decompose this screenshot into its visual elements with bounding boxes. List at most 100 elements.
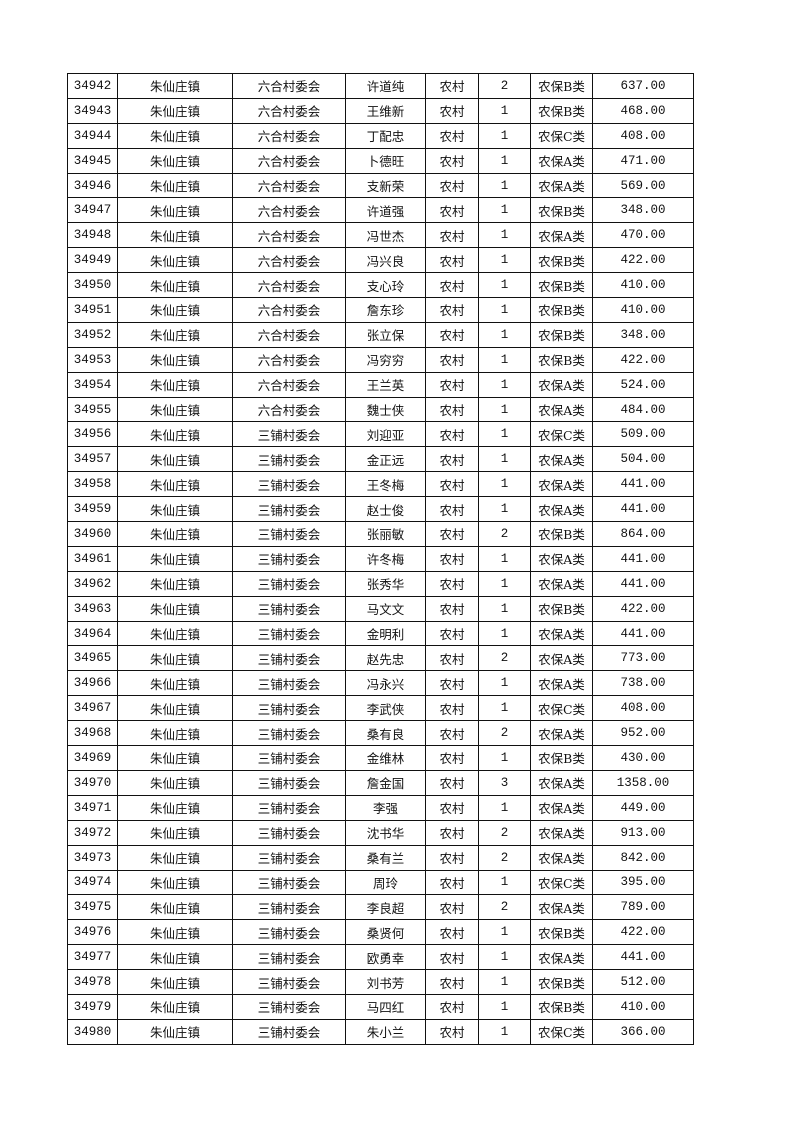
cell-town: 朱仙庄镇 [117,172,233,199]
cell-town: 朱仙庄镇 [117,620,233,647]
table-row: 34960 朱仙庄镇 三铺村委会 张丽敏 农村 2 农保B类 864.00 [67,521,694,547]
table-row: 34961 朱仙庄镇 三铺村委会 许冬梅 农村 1 农保A类 441.00 [67,545,694,572]
cell-type: 农村 [425,645,479,672]
cell-name: 王兰英 [345,371,426,398]
cell-village: 三铺村委会 [232,1018,346,1045]
cell-category: 农保A类 [530,471,593,498]
table-row: 34965 朱仙庄镇 三铺村委会 赵先忠 农村 2 农保A类 773.00 [67,645,694,672]
table-row: 34978 朱仙庄镇 三铺村委会 刘书芳 农村 1 农保B类 512.00 [67,969,694,995]
cell-count: 1 [478,1018,531,1045]
cell-id: 34949 [67,247,118,274]
cell-town: 朱仙庄镇 [117,97,233,124]
cell-category: 农保A类 [530,545,593,572]
cell-town: 朱仙庄镇 [117,321,233,348]
cell-amount: 468.00 [592,97,694,124]
cell-type: 农村 [425,421,479,448]
cell-town: 朱仙庄镇 [117,73,233,99]
cell-name: 詹东珍 [345,297,426,323]
cell-type: 农村 [425,869,479,896]
cell-amount: 524.00 [592,371,694,398]
cell-town: 朱仙庄镇 [117,769,233,796]
cell-village: 三铺村委会 [232,446,346,473]
cell-name: 张丽敏 [345,521,426,547]
cell-amount: 509.00 [592,421,694,448]
cell-town: 朱仙庄镇 [117,545,233,572]
cell-count: 1 [478,147,531,174]
cell-village: 六合村委会 [232,371,346,398]
cell-name: 冯永兴 [345,670,426,697]
cell-id: 34951 [67,297,118,323]
cell-name: 许冬梅 [345,545,426,572]
cell-amount: 789.00 [592,894,694,921]
cell-name: 朱小兰 [345,1018,426,1045]
cell-name: 丁配忠 [345,122,426,149]
cell-amount: 395.00 [592,869,694,896]
cell-village: 六合村委会 [232,122,346,149]
cell-id: 34971 [67,794,118,821]
cell-id: 34962 [67,570,118,597]
cell-category: 农保B类 [530,97,593,124]
cell-village: 六合村委会 [232,297,346,323]
cell-type: 农村 [425,993,479,1020]
cell-amount: 422.00 [592,346,694,373]
cell-count: 1 [478,471,531,498]
cell-name: 赵士俊 [345,496,426,523]
table-row: 34967 朱仙庄镇 三铺村委会 李武侠 农村 1 农保C类 408.00 [67,695,694,722]
cell-town: 朱仙庄镇 [117,147,233,174]
cell-type: 农村 [425,496,479,523]
cell-count: 2 [478,844,531,871]
cell-type: 农村 [425,471,479,498]
cell-category: 农保A类 [530,446,593,473]
cell-category: 农保A类 [530,844,593,871]
cell-amount: 913.00 [592,819,694,846]
cell-town: 朱仙庄镇 [117,272,233,299]
cell-amount: 470.00 [592,222,694,249]
cell-category: 农保A类 [530,769,593,796]
cell-type: 农村 [425,620,479,647]
cell-name: 支新荣 [345,172,426,199]
table-row: 34943 朱仙庄镇 六合村委会 王维新 农村 1 农保B类 468.00 [67,97,694,124]
cell-category: 农保A类 [530,944,593,971]
cell-count: 1 [478,122,531,149]
cell-category: 农保A类 [530,396,593,423]
cell-type: 农村 [425,272,479,299]
cell-id: 34956 [67,421,118,448]
cell-amount: 366.00 [592,1018,694,1045]
cell-id: 34954 [67,371,118,398]
table-row: 34954 朱仙庄镇 六合村委会 王兰英 农村 1 农保A类 524.00 [67,371,694,398]
cell-village: 三铺村委会 [232,620,346,647]
cell-village: 六合村委会 [232,197,346,224]
cell-id: 34974 [67,869,118,896]
cell-id: 34976 [67,919,118,946]
cell-type: 农村 [425,247,479,274]
table-row: 34949 朱仙庄镇 六合村委会 冯兴良 农村 1 农保B类 422.00 [67,247,694,274]
cell-name: 赵先忠 [345,645,426,672]
cell-id: 34975 [67,894,118,921]
cell-amount: 773.00 [592,645,694,672]
cell-type: 农村 [425,371,479,398]
table-row: 34964 朱仙庄镇 三铺村委会 金明利 农村 1 农保A类 441.00 [67,620,694,647]
cell-village: 三铺村委会 [232,944,346,971]
cell-name: 李强 [345,794,426,821]
cell-town: 朱仙庄镇 [117,919,233,946]
cell-name: 金明利 [345,620,426,647]
cell-category: 农保A类 [530,147,593,174]
cell-town: 朱仙庄镇 [117,844,233,871]
cell-amount: 441.00 [592,471,694,498]
cell-category: 农保B类 [530,745,593,771]
cell-amount: 348.00 [592,321,694,348]
cell-amount: 410.00 [592,272,694,299]
cell-name: 马四红 [345,993,426,1020]
cell-category: 农保A类 [530,894,593,921]
cell-amount: 410.00 [592,297,694,323]
table-row: 34969 朱仙庄镇 三铺村委会 金维林 农村 1 农保B类 430.00 [67,745,694,771]
cell-category: 农保B类 [530,297,593,323]
cell-name: 桑贤何 [345,919,426,946]
cell-amount: 842.00 [592,844,694,871]
cell-type: 农村 [425,297,479,323]
cell-name: 刘迎亚 [345,421,426,448]
cell-category: 农保C类 [530,1018,593,1045]
cell-count: 1 [478,197,531,224]
table-row: 34971 朱仙庄镇 三铺村委会 李强 农村 1 农保A类 449.00 [67,794,694,821]
cell-category: 农保B类 [530,197,593,224]
